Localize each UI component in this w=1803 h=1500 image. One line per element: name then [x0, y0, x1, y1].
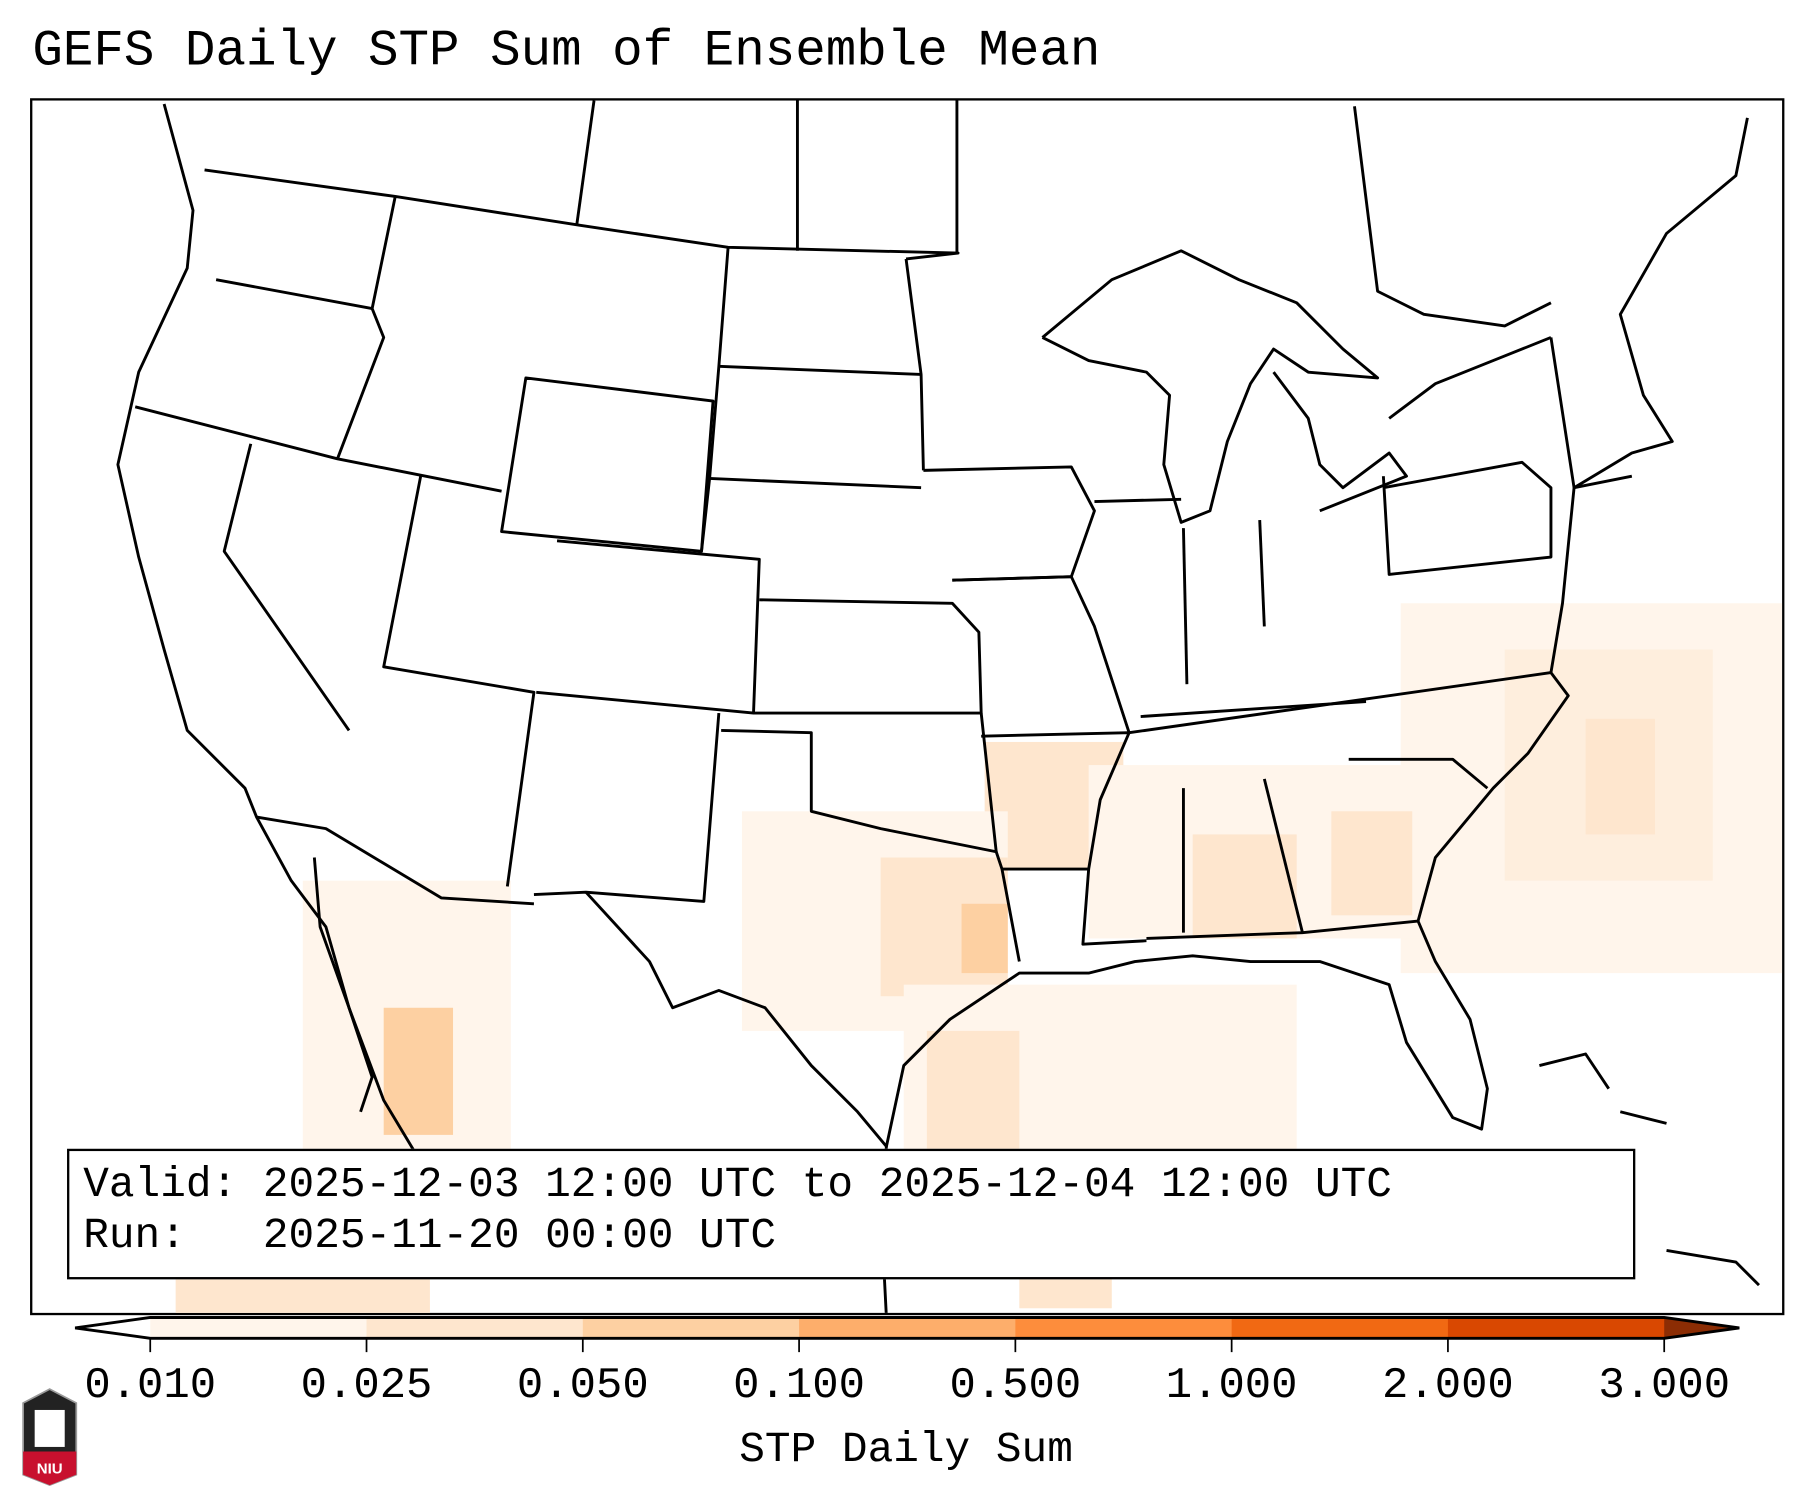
colorbar-label: STP Daily Sum: [739, 1426, 1073, 1475]
colorbar-bin: [150, 1317, 368, 1339]
us-map: [116, 100, 1783, 1313]
colorbar-over-extension: [1664, 1317, 1740, 1339]
colorbar-tick-label: 0.025: [300, 1361, 433, 1412]
map-title: GEFS Daily STP Sum of Ensemble Mean: [32, 23, 1101, 81]
colorbar-tick-label: 0.010: [84, 1361, 217, 1412]
colorbar: [74, 1316, 1740, 1353]
colorbar-tick-label: 3.000: [1598, 1361, 1731, 1412]
colorbar-bin: [799, 1317, 1016, 1339]
colorbar-under-extension: [75, 1317, 151, 1339]
colorbar-bin: [1447, 1317, 1665, 1339]
colorbar-tick-label: 0.500: [949, 1361, 1082, 1412]
colorbar-bin: [366, 1317, 584, 1339]
run-label: Run:: [83, 1212, 186, 1261]
colorbar-tick-label: 0.100: [733, 1361, 865, 1412]
colorbar-bin: [1015, 1317, 1233, 1339]
niu-logo: NIU: [22, 1388, 78, 1487]
colorbar-tick-label: 2.000: [1382, 1361, 1514, 1412]
map-panel: [30, 98, 1785, 1316]
run-time: 2025-11-20 00:00 UTC: [262, 1212, 777, 1261]
colorbar-bin: [582, 1317, 800, 1339]
valid-label: Valid:: [83, 1161, 238, 1211]
colorbar-tick-label: 0.050: [516, 1361, 649, 1412]
colorbar-bin: [1231, 1317, 1449, 1339]
coastlines: [116, 103, 1760, 1313]
svg-text:NIU: NIU: [37, 1461, 63, 1478]
state-boundaries: [134, 100, 1633, 962]
stp-shading: [175, 603, 1783, 1313]
valid-time: 2025-12-03 12:00 UTC to 2025-12-04 12:00…: [262, 1161, 1392, 1211]
colorbar-tick-label: 1.000: [1165, 1361, 1298, 1412]
valid-run-info-box: Valid: 2025-12-03 12:00 UTC to 2025-12-0…: [67, 1148, 1636, 1280]
